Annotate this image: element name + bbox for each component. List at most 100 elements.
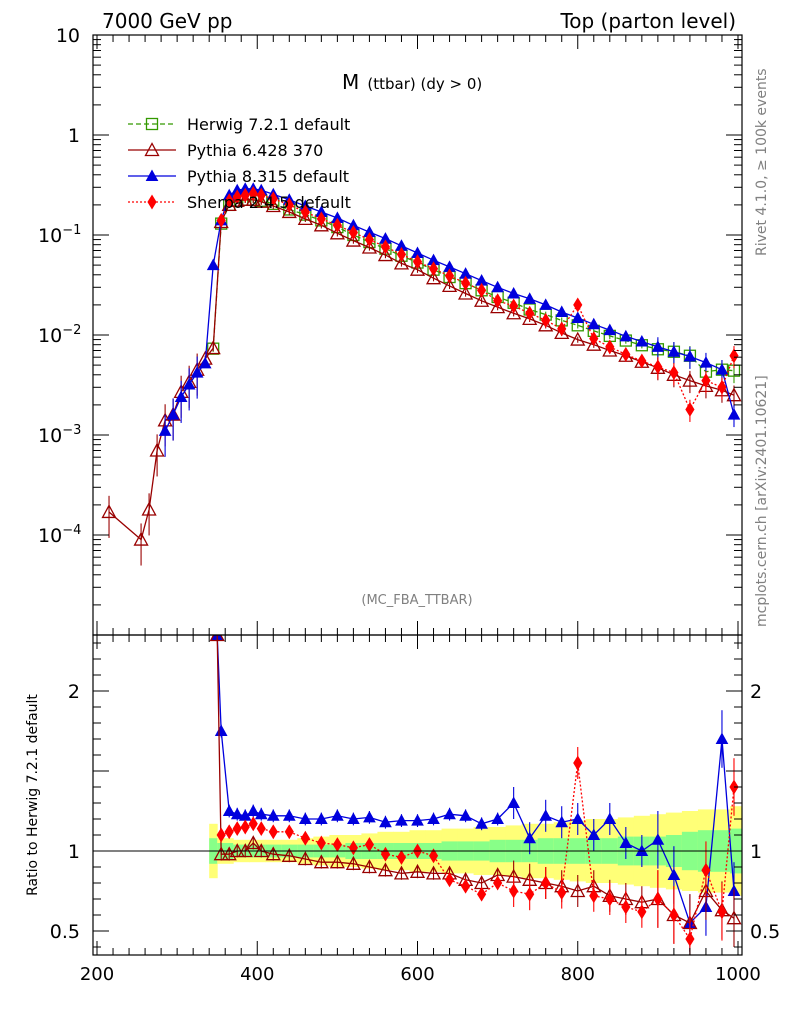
data-point-pythia6 (522, 310, 538, 326)
ratio-series-pythia6 (209, 635, 742, 952)
data-point-pythia6 (490, 299, 506, 314)
legend-marker-herwig (145, 117, 159, 131)
data-point-pythia8 (727, 408, 741, 420)
ratio-point-pythia6 (409, 863, 426, 878)
data-point-pythia8 (198, 356, 212, 369)
ratio-point-sherpa (240, 819, 250, 835)
data-point-pythia6 (602, 342, 618, 357)
data-point-pythia6 (101, 504, 117, 519)
ratio-point-pythia6 (329, 854, 345, 869)
data-point-pythia8 (715, 363, 729, 375)
ratio-point-sherpa (460, 878, 471, 894)
ratio-axis-label: Ratio to Herwig 7.2.1 default (25, 694, 41, 896)
data-point-pythia6 (281, 204, 297, 219)
ratio-point-sherpa (525, 886, 535, 902)
legend-label-herwig: Herwig 7.2.1 default (187, 115, 350, 134)
data-point-sherpa (396, 246, 407, 262)
ratio-point-pythia6 (245, 835, 261, 850)
y-tick-exponent: −3 (62, 423, 81, 438)
ratio-point-pythia8 (246, 804, 260, 816)
mcplots-label: mcplots.cern.ch [arXiv:2401.10621] (754, 375, 770, 627)
x-tick-label: 400 (240, 964, 274, 985)
data-point-pythia6 (377, 247, 394, 262)
y-tick-label: 10−1 (38, 223, 81, 247)
ratio-point-pythia8 (347, 812, 360, 824)
ratio-point-pythia8 (587, 828, 601, 840)
ratio-point-pythia8 (411, 814, 424, 826)
legend: Herwig 7.2.1 default Pythia 6.428 370 Pyth… (128, 115, 351, 212)
data-point-pythia6 (425, 270, 442, 285)
ratio-point-sherpa (653, 891, 663, 907)
ratio-point-sherpa (256, 821, 266, 837)
data-point-pythia8 (635, 335, 649, 347)
ratio-point-pythia8 (331, 809, 344, 821)
ratio-point-sherpa (557, 885, 567, 901)
energy-label: 7000 GeV pp (102, 9, 233, 33)
data-point-sherpa (669, 365, 679, 381)
data-point-sherpa (685, 402, 695, 417)
ratio-point-pythia6 (297, 851, 313, 866)
ratio-y-tick-label-left: 1 (68, 841, 80, 863)
data-point-pythia6 (265, 198, 281, 213)
series-pythia8 (158, 182, 741, 457)
ratio-point-sherpa (637, 904, 647, 920)
ratio-y-tick-label-right: 2 (750, 681, 762, 703)
ratio-point-sherpa (621, 899, 631, 915)
data-point-pythia8 (667, 345, 681, 357)
data-point-pythia6 (313, 217, 329, 232)
rivet-version-label: Rivet 4.1.0, ≥ 100k events (754, 68, 770, 256)
series-herwig (207, 193, 741, 385)
data-point-pythia6 (229, 192, 245, 207)
data-point-pythia8 (539, 298, 553, 310)
y-tick-label: 1 (68, 125, 80, 147)
data-point-pythia8 (699, 356, 713, 368)
y-tick-base: 10 (38, 425, 62, 447)
data-point-pythia8 (491, 280, 504, 293)
ratio-point-sherpa (589, 888, 599, 904)
data-point-sherpa (224, 193, 234, 209)
y-tick-label: 10−2 (38, 323, 81, 347)
ratio-point-pythia8 (555, 815, 569, 828)
data-point-pythia6 (345, 232, 361, 247)
data-point-sherpa (621, 346, 631, 362)
ratio-point-pythia8 (475, 817, 488, 829)
legend-item-pythia8: Pythia 8.315 default (128, 167, 349, 186)
ratio-point-pythia8 (214, 724, 228, 736)
data-point-sherpa (493, 293, 503, 309)
x-tick-label: 600 (400, 964, 434, 985)
ratio-point-pythia6 (213, 846, 229, 861)
ratio-point-pythia8 (315, 812, 328, 824)
y-tick-base: 10 (38, 225, 62, 247)
ratio-point-pythia8 (254, 807, 268, 820)
ratio-point-pythia8 (507, 796, 520, 808)
ratio-point-pythia8 (491, 812, 504, 824)
x-tick-label: 200 (80, 964, 114, 985)
data-point-pythia8 (166, 408, 180, 420)
ratio-point-pythia8 (651, 833, 665, 845)
plot-title: M (ttbar) (dy > 0) (342, 70, 482, 94)
y-tick-exponent: −4 (62, 523, 81, 538)
legend-item-herwig: Herwig 7.2.1 default (128, 115, 350, 134)
data-point-pythia8 (619, 329, 633, 342)
data-point-sherpa (332, 217, 342, 233)
data-point-sherpa (216, 212, 226, 228)
data-point-sherpa (256, 187, 266, 203)
ratio-point-sherpa (428, 848, 439, 864)
ratio-point-sherpa (605, 891, 615, 907)
ratio-point-pythia8 (230, 807, 244, 820)
y-tick-exponent: −2 (62, 323, 81, 338)
ratio-point-pythia8 (619, 836, 633, 848)
data-point-pythia6 (570, 331, 586, 346)
ratio-point-sherpa (509, 883, 519, 899)
data-point-pythia8 (190, 366, 204, 378)
data-point-sherpa (268, 191, 278, 207)
ratio-point-sherpa (396, 849, 407, 865)
legend-label-pythia6: Pythia 6.428 370 (187, 141, 323, 160)
ratio-y-tick-label-left: 2 (68, 681, 80, 703)
legend-marker-sherpa (147, 194, 157, 210)
data-point-sherpa (637, 353, 647, 369)
ratio-point-sherpa (284, 824, 294, 840)
data-point-sherpa (300, 204, 310, 220)
